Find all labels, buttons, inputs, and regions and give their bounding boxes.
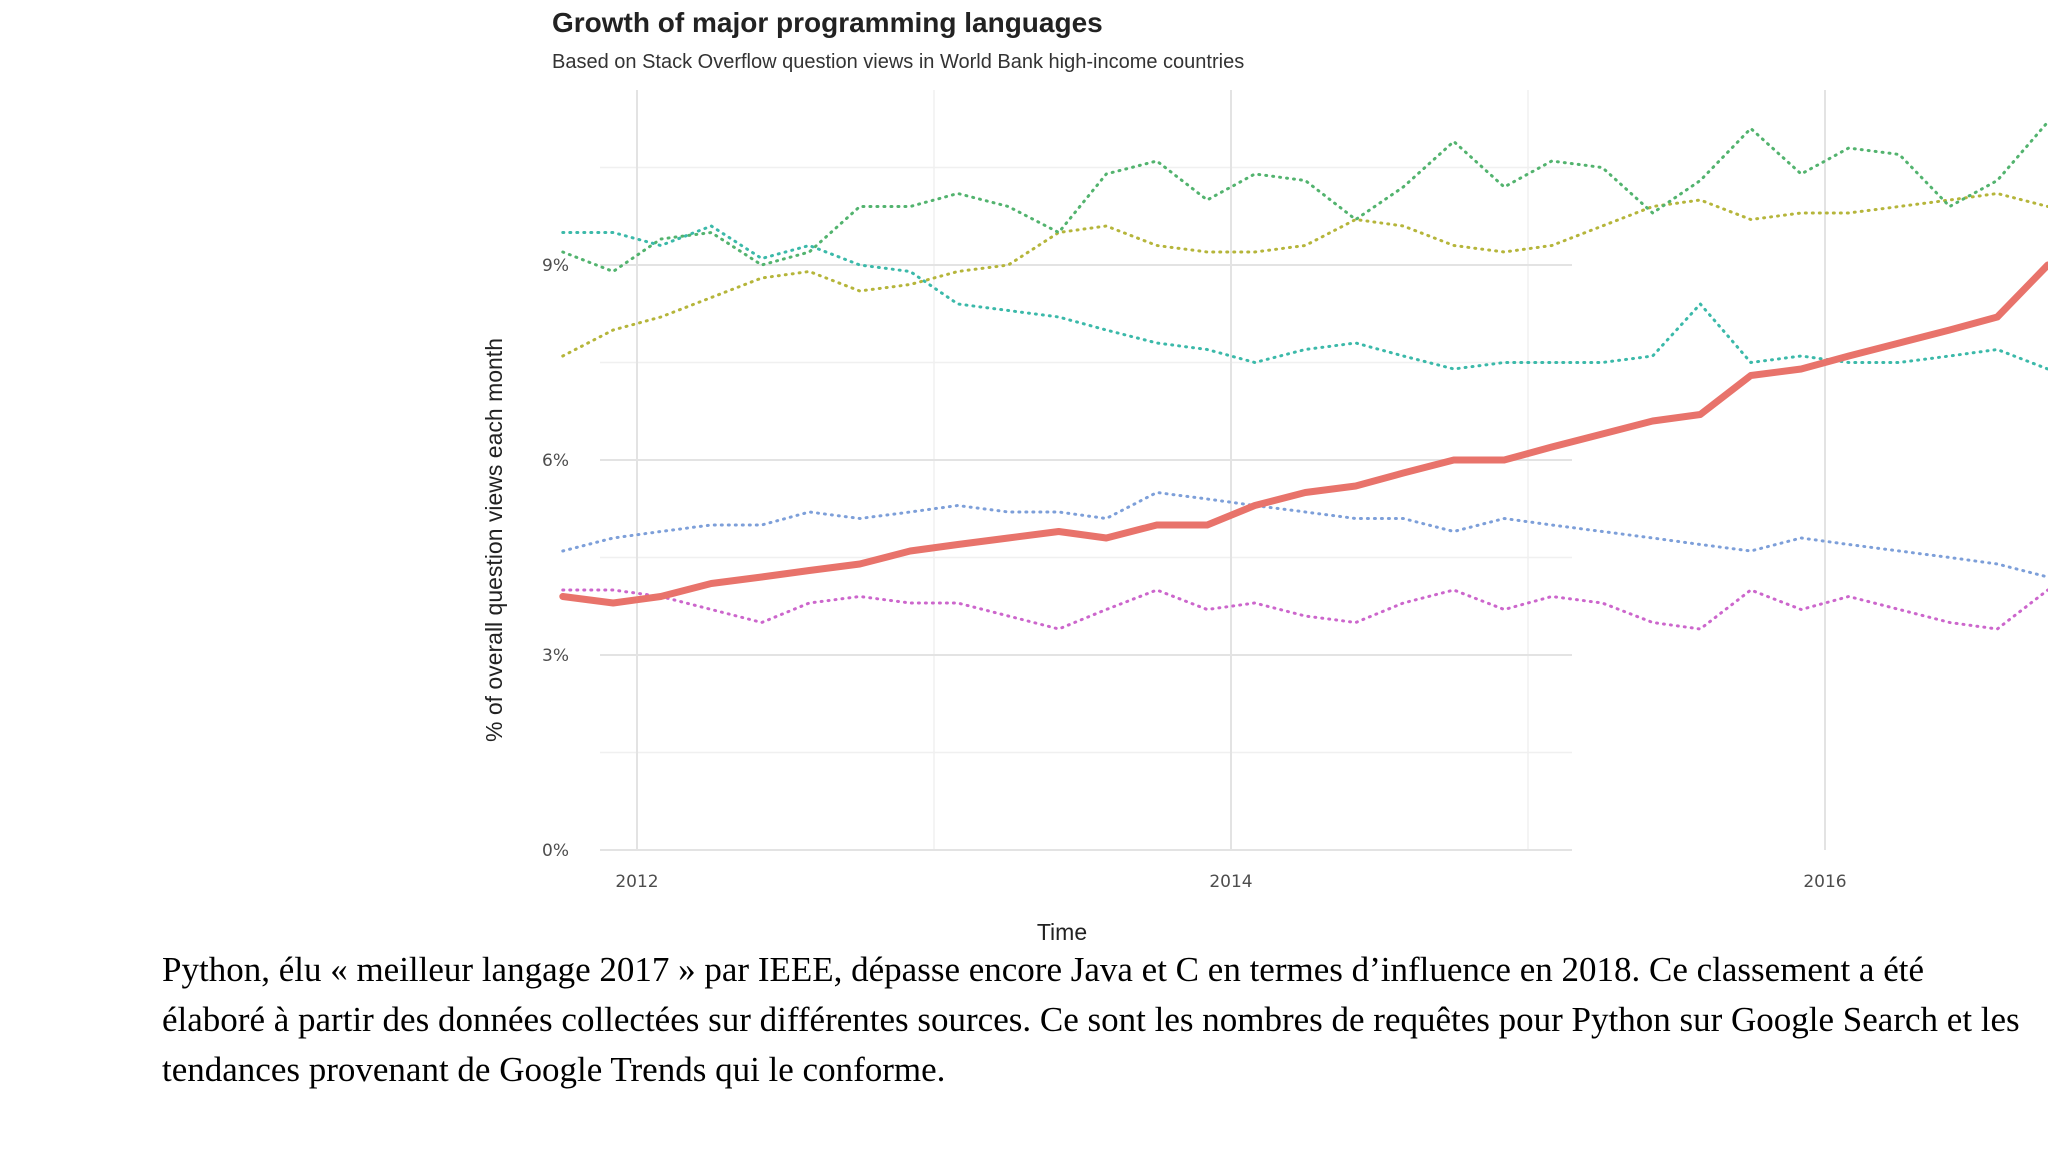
series-line-php: [561, 491, 2048, 579]
series-lines: [559, 120, 2048, 631]
y-tick-label: 0%: [542, 841, 569, 861]
caption-paragraph: Python, élu « meilleur langage 2017 » pa…: [162, 950, 2020, 1089]
series-line-python: [559, 261, 2048, 607]
grid: [600, 90, 1826, 851]
x-tick-label: 2016: [1803, 872, 1846, 892]
chart-title: Growth of major programming languages: [552, 7, 1103, 38]
axis-ticks: 0%3%6%9%2012201420162018: [542, 256, 1847, 892]
x-tick-label: 2014: [1209, 872, 1252, 892]
y-tick-label: 6%: [542, 451, 569, 471]
y-tick-label: 3%: [542, 646, 569, 666]
series-line-java: [561, 120, 2048, 273]
series-line-csharp: [561, 224, 2048, 371]
y-axis-label: % of overall question views each month: [481, 338, 507, 742]
line-chart: Growth of major programming languages Ba…: [481, 7, 2048, 940]
x-axis-label: Time: [1037, 919, 1087, 940]
chart-subtitle: Based on Stack Overflow question views i…: [552, 51, 1244, 73]
y-tick-label: 9%: [542, 256, 569, 276]
series-line-cpp: [561, 588, 2048, 631]
x-tick-label: 2012: [615, 872, 658, 892]
series-line-javascript: [561, 192, 2048, 358]
